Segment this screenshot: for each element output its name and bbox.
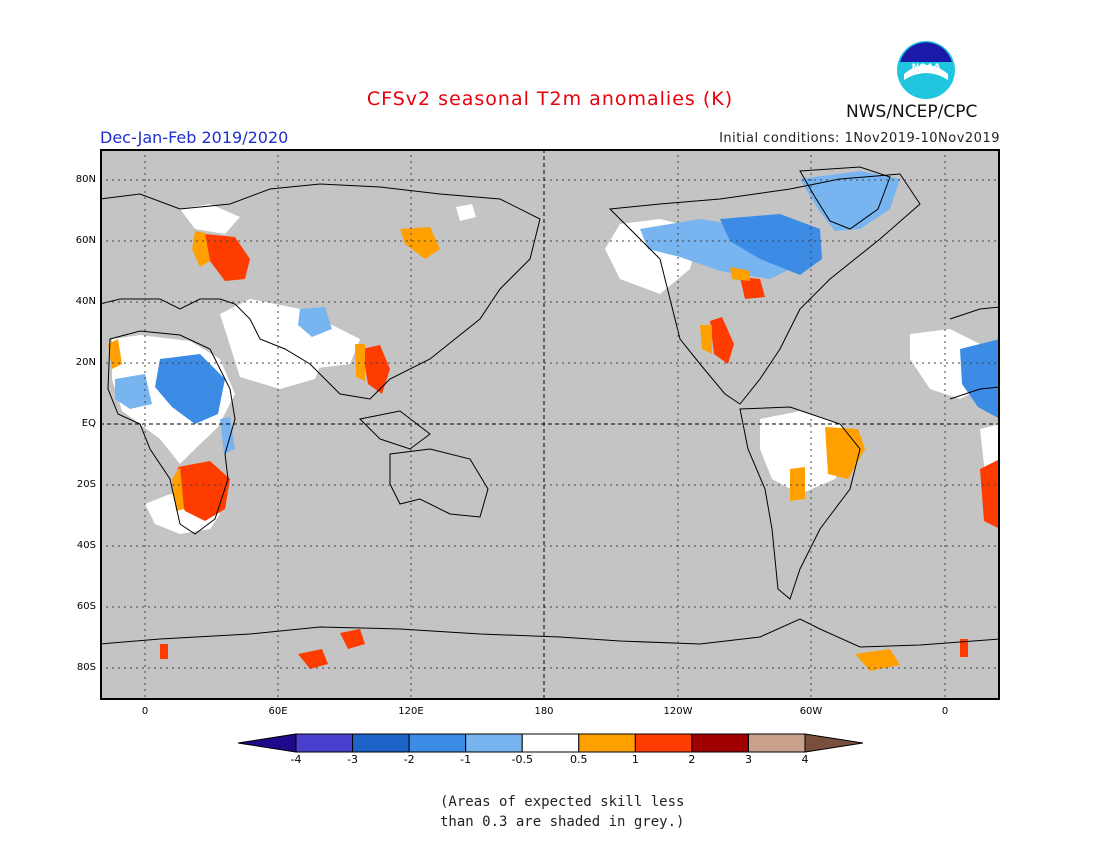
lon-label: 120W xyxy=(663,706,693,717)
lat-label: 80N xyxy=(75,174,96,185)
agency-label: NWS/NCEP/CPC xyxy=(846,102,978,122)
legend-tick-label: -1 xyxy=(460,753,472,766)
legend-tick-label: 0.5 xyxy=(570,753,588,766)
legend-tick-label: -2 xyxy=(403,753,415,766)
lon-label: 0 xyxy=(941,706,949,717)
lat-label: 60S xyxy=(76,601,96,612)
legend-tick-label: -0.5 xyxy=(511,753,533,766)
skill-note-line1: (Areas of expected skill less xyxy=(440,794,685,810)
lat-label: 60N xyxy=(75,235,96,246)
lat-label: 40N xyxy=(75,296,96,307)
legend-tick-label: 4 xyxy=(801,753,809,766)
skill-note-line2: than 0.3 are shaded in grey.) xyxy=(440,814,685,830)
lat-label: 80S xyxy=(76,662,96,673)
lon-label: 180 xyxy=(534,706,554,717)
cool-anomaly-regions xyxy=(115,171,1000,454)
coastlines xyxy=(100,166,1000,648)
lat-label: EQ xyxy=(81,418,96,429)
warm-anomaly-regions xyxy=(108,227,1000,671)
legend-color-swatch xyxy=(578,733,636,753)
lon-label: 60W xyxy=(799,706,823,717)
skill-note: (Areas of expected skill less than 0.3 a… xyxy=(440,792,760,832)
legend-tick-label: 1 xyxy=(631,753,639,766)
legend-color-swatch xyxy=(352,733,410,753)
legend-color-swatch xyxy=(691,733,749,753)
lon-label: 120E xyxy=(398,706,424,717)
graticule xyxy=(100,149,1000,700)
initial-conditions-label: Initial conditions: 1Nov2019-10Nov2019 xyxy=(719,131,1000,146)
noaa-logo-text: NOAA xyxy=(912,63,941,73)
legend-color-swatch xyxy=(521,733,580,753)
season-label: Dec-Jan-Feb 2019/2020 xyxy=(100,128,289,147)
legend-tick-label: -3 xyxy=(347,753,359,766)
legend-color-swatch xyxy=(804,733,863,753)
reference-lines xyxy=(100,149,1000,700)
anomaly-map xyxy=(100,149,1000,700)
lat-label: 40S xyxy=(76,540,96,551)
legend-tick-label: 2 xyxy=(688,753,696,766)
lat-label: 20N xyxy=(75,357,96,368)
legend-color-swatch xyxy=(634,733,693,753)
lon-label: 0 xyxy=(141,706,149,717)
legend-color-swatch xyxy=(747,733,806,753)
map-frame xyxy=(100,149,1000,700)
legend-tick-label: -4 xyxy=(290,753,302,766)
legend-color-swatch xyxy=(408,733,467,753)
lon-label: 60E xyxy=(268,706,288,717)
legend-tick-label: 3 xyxy=(744,753,752,766)
legend-color-swatch xyxy=(295,733,354,753)
color-legend-bar xyxy=(238,733,863,753)
lat-label: 20S xyxy=(76,479,96,490)
map-title: CFSv2 seasonal T2m anomalies (K) xyxy=(366,88,734,110)
legend-color-swatch xyxy=(465,733,523,753)
legend-color-swatch xyxy=(238,733,297,753)
noaa-logo: NOAA xyxy=(897,41,955,99)
